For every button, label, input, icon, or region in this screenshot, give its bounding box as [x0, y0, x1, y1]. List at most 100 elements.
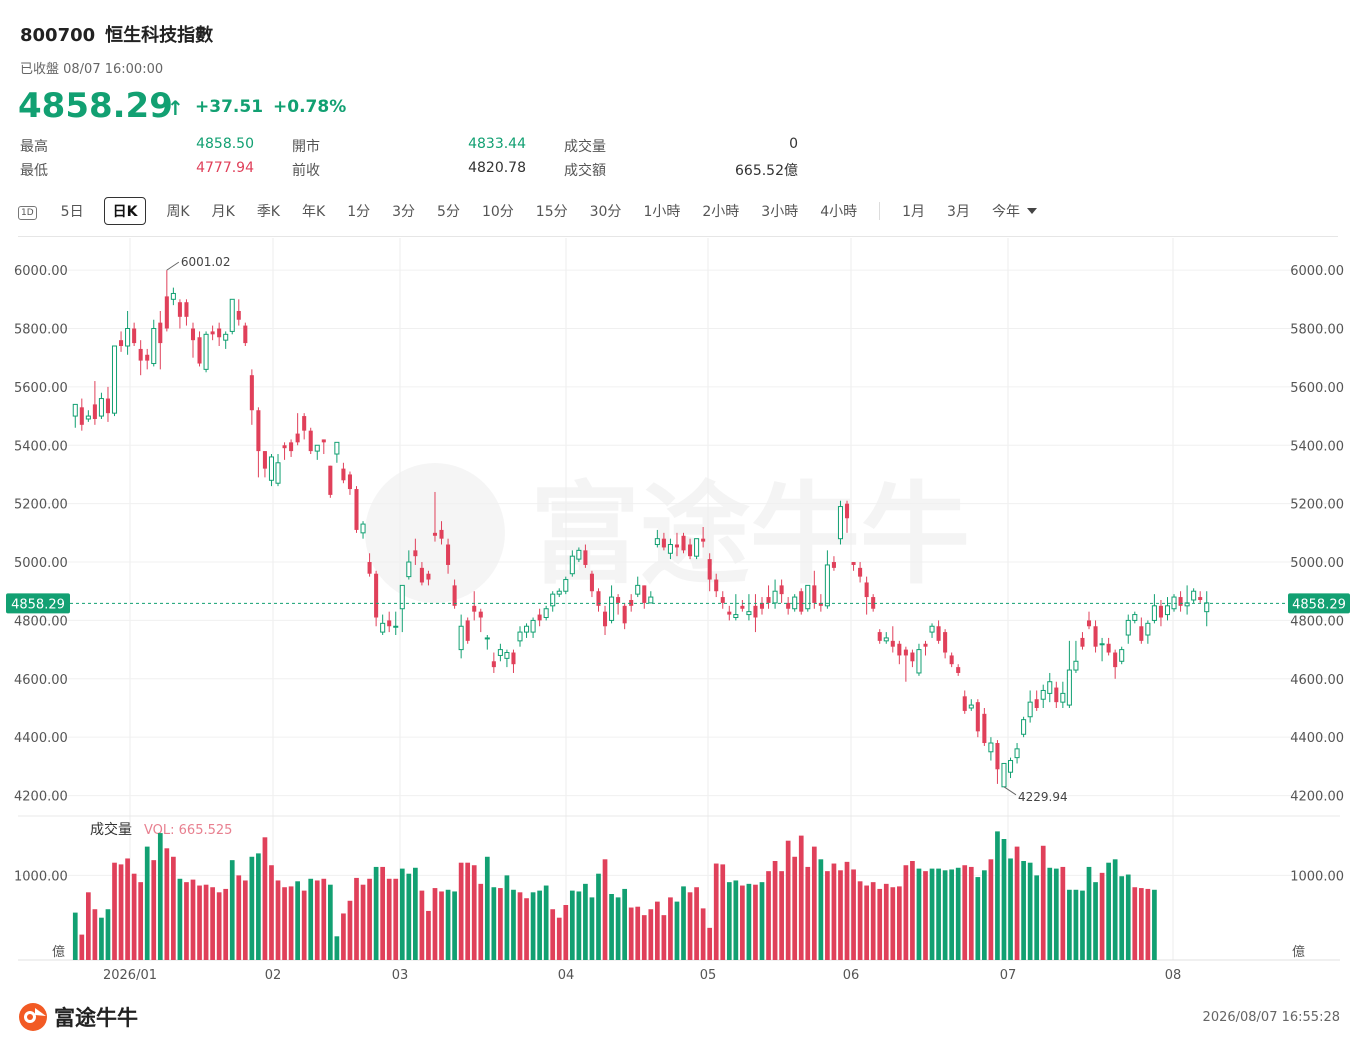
candle-body-up [1164, 605, 1171, 616]
volume-bar [1001, 839, 1007, 960]
candle-body-up [399, 584, 405, 610]
tab-monthly-k[interactable]: 月K [211, 204, 235, 220]
volume-value-label: VOL: 665.525 [144, 823, 232, 838]
caret-down-icon[interactable] [1026, 207, 1038, 215]
volume-bar [295, 881, 300, 960]
candle-body-down [491, 661, 496, 668]
candle-body-down [105, 398, 110, 414]
price-axis-label-right: 4600.00 [1290, 673, 1344, 688]
candle-body-down [720, 597, 725, 603]
volume-value: 0 [789, 136, 798, 152]
candle-body-down [890, 640, 895, 647]
candle-body-up [563, 579, 569, 592]
tab-1min[interactable]: 1分 [347, 204, 371, 220]
candle-body-down [79, 407, 84, 425]
candle-body-up [334, 441, 340, 455]
candle-body-down [1086, 620, 1092, 627]
candle-body-down [419, 567, 424, 583]
volume-bar [550, 909, 556, 960]
arrow-up-icon: ↑ [167, 96, 184, 120]
market-status: 已收盤 08/07 16:00:00 [20, 62, 164, 77]
candle-body-down [661, 538, 666, 548]
candle-body-down [995, 743, 1000, 770]
brand-logo: 富途牛牛 [18, 1002, 138, 1032]
tab-3h[interactable]: 3小時 [761, 204, 799, 220]
volume-bar [740, 885, 745, 960]
period-toolbar: 1D 5日 日K 周K 月K 季K 年K 1分 3分 5分 10分 15分 30… [18, 197, 1038, 225]
change-value: +37.51 [195, 97, 264, 117]
tab-yearly-k[interactable]: 年K [302, 204, 326, 220]
price-axis-label-right: 5600.00 [1290, 381, 1344, 396]
volume-bar [1152, 889, 1157, 960]
volume-bar [700, 908, 706, 960]
tab-4h[interactable]: 4小時 [820, 204, 858, 220]
volume-bar [177, 878, 183, 960]
candle-body-up [393, 625, 399, 628]
tab-3month[interactable]: 3月 [947, 204, 970, 220]
x-tick-label: 06 [843, 968, 860, 983]
candle-body-down [877, 632, 882, 641]
intraday-1d-icon: 1D [18, 206, 37, 220]
candle-body-down [622, 605, 627, 624]
candle-body-down [341, 468, 346, 481]
price-axis-label-left: 5600.00 [14, 381, 68, 396]
x-tick-label: 03 [392, 968, 409, 983]
candle-body-up [772, 590, 778, 604]
volume-bar [341, 913, 346, 960]
price-axis-label-right: 5400.00 [1290, 439, 1344, 454]
candle-body-down [321, 439, 326, 443]
tab-quarterly-k[interactable]: 季K [256, 204, 280, 220]
volume-bar [131, 873, 137, 960]
volume-bar [321, 878, 327, 960]
volume-bar [609, 894, 614, 960]
volume-bar [112, 862, 117, 960]
candle-body-up [151, 327, 157, 365]
tab-weekly-k[interactable]: 周K [166, 204, 190, 220]
volume-bar [720, 864, 726, 960]
tab-30min[interactable]: 30分 [589, 204, 622, 220]
volume-bar [432, 888, 438, 960]
candle-body-down [289, 442, 294, 452]
candle-body-up [170, 292, 176, 300]
candle-body-up [694, 538, 700, 557]
candle-body-down [243, 325, 248, 344]
candle-body-up [229, 298, 235, 332]
candle-body-up [1021, 719, 1027, 735]
candle-body-down [217, 328, 222, 338]
candle-body-down [759, 602, 765, 609]
volume-bar [890, 887, 896, 960]
tab-1d[interactable]: 1D [18, 199, 37, 223]
candle-body-down [1178, 597, 1183, 606]
candle-body-up [746, 611, 752, 616]
volume-bar [498, 888, 503, 960]
candle-body-down [799, 591, 804, 612]
volume-bar [864, 885, 869, 960]
volume-bar [203, 884, 209, 960]
tab-1h[interactable]: 1小時 [643, 204, 681, 220]
volume-unit-right: 億 [1292, 944, 1305, 960]
tab-2h[interactable]: 2小時 [702, 204, 740, 220]
candle-body-down [831, 562, 836, 568]
price-axis-label-right: 4200.00 [1290, 790, 1344, 805]
volume-bar [988, 859, 994, 960]
candle-body-down [714, 579, 719, 592]
tab-1month[interactable]: 1月 [902, 204, 926, 220]
tab-10min[interactable]: 10分 [481, 204, 514, 220]
tab-3min[interactable]: 3分 [392, 204, 416, 220]
min-price-label: 4229.94 [1018, 790, 1068, 804]
candle-body-down [674, 544, 679, 548]
candle-body-up [1151, 605, 1157, 621]
tab-15min[interactable]: 15分 [535, 204, 568, 220]
volume-bar [1073, 889, 1079, 960]
tab-5d[interactable]: 5日 [60, 204, 84, 220]
tab-daily-k[interactable]: 日K [103, 197, 147, 225]
volume-bar [1138, 888, 1144, 960]
price-axis-label-right: 5800.00 [1290, 322, 1344, 337]
tab-ytd[interactable]: 今年 [991, 204, 1020, 220]
volume-bar [707, 927, 713, 960]
tab-5min[interactable]: 5分 [437, 204, 460, 220]
volume-bar [275, 880, 281, 960]
kline-chart[interactable]: 富途牛牛 2026/01 02 03 04 05 06 07 08 6000.00 6000.00 5… [0, 238, 1358, 990]
volume-bar [995, 831, 1000, 960]
candle-body-up [85, 415, 91, 420]
